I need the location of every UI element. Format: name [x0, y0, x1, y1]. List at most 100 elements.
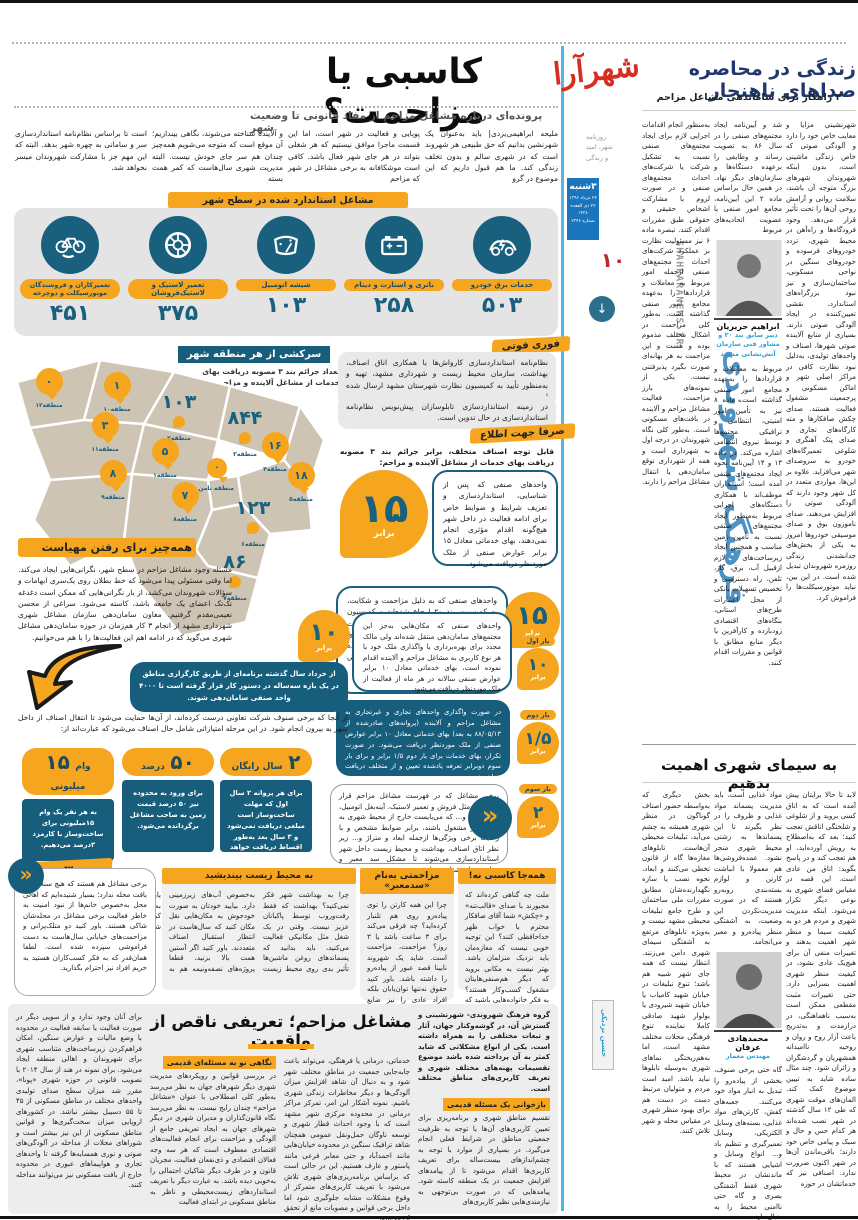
header-rule: [12, 42, 846, 44]
date-hijri: ۲۲ ذی القعده ۱۴۳۸: [570, 203, 596, 217]
bottom-lede: گروه فرهنگ شهروندی- شهرنشینی و گسترش آن،…: [418, 1011, 550, 1093]
district-pin: ۱۸ منطقه۵: [284, 462, 318, 503]
bottom-subhead-1: بازخوانی یک مسئله قدیمی: [443, 1098, 550, 1112]
pin-dot-icon: [239, 432, 251, 444]
down-arrow-button[interactable]: ↓: [589, 296, 615, 322]
article1-col-3: به‌منظور انجام اقدامات اجرایی لازم برای …: [642, 121, 710, 486]
district-value: ۰: [207, 458, 228, 483]
district-value: ۱۸: [287, 462, 315, 494]
penalty-badge: ۱۰ برابر: [298, 610, 350, 662]
job-count: ۳۷۵: [157, 301, 199, 326]
program-banner: از خرداد سال گذشته برنامه‌ای از طریق کار…: [130, 662, 348, 712]
opinion-text: چرا این همه کارتن را توی پیاده‌رو روی هم…: [360, 894, 454, 1014]
article2-col-1: لابد تا حالا برایتان پیش آمده است که به …: [786, 791, 856, 1188]
opinion-column: مزاحمتی به‌نام «سدمعبر» چرا این همه کارت…: [360, 868, 454, 1014]
quote-box: برخی مشاغل هم هستند که هیچ سنخیتی با باف…: [14, 868, 156, 996]
down-arrow-icon: ↓: [596, 301, 608, 317]
district-pin: ۱۲۳ منطقه۶: [236, 494, 271, 549]
opinion-title: به محیط زیست بیندیشید: [162, 868, 356, 884]
district-value: ۱۶: [261, 432, 289, 464]
photo-caption-role: دبیر سابق بند ۲۰ و مشاور فنی سازمان آتش‌…: [716, 330, 780, 359]
opinion-column: همه‌جا کاسبی نه! ملت چه گناهی کرده‌اند ک…: [458, 868, 556, 1036]
bottom-col-3: نگاهی نو به مسئله‌ای قدیمی در بررسی قوان…: [150, 1056, 276, 1208]
spine-divider: [561, 46, 564, 1211]
district-pin: ۳ منطقه۱۱: [88, 412, 122, 453]
article2-col-3: بخش دیگری که به‌واسطه حضور اصناف گوناگون…: [642, 791, 710, 1135]
times-value: ۲: [532, 803, 544, 824]
opinion-column: به محیط زیست بیندیشید چرا به بهداشت شهر …: [75, 868, 356, 990]
times-label: بار دوم: [520, 710, 556, 720]
tagline-line-2: شهر، امید: [586, 143, 613, 152]
standardization-note: برخی مشاغل که در فهرست مشاغل مزاحم قرار …: [330, 784, 508, 874]
district-label: منطقه۱۱: [91, 446, 119, 453]
opinion-title: مزاحمتی به‌نام «سدمعبر»: [360, 868, 454, 894]
district-value: ۱: [103, 372, 131, 404]
right-subtitle: ۳ راهکار برای ساماندهی مشاغل مزاحم: [656, 92, 842, 103]
article1-col2-bottom: مربوط به معاملات و قراردادها را به‌عهده …: [714, 364, 782, 667]
tagline-line-1: روزنامه: [586, 133, 607, 141]
banner-after-text: از آنجا که برخی صنوف شرکت تعاونی درست کر…: [18, 713, 348, 734]
article1-col-1: شهرنشینی مزایا و معایب خاص خود را دارد و…: [786, 121, 856, 602]
battery-icon: [365, 216, 423, 274]
transfer-rule-box: در صورت واگذاری واحدهای تجاری و غیرتجاری…: [336, 700, 510, 781]
penalty-unit: برابر: [373, 529, 395, 539]
job-label: خدمات برق خودرو: [452, 279, 552, 291]
benefit-value: ۲: [288, 750, 301, 774]
job-label: شیشه اتومبیل: [236, 279, 336, 291]
top-border: [0, 0, 858, 3]
byline-name: حسین نزدیکی: [600, 1008, 608, 1058]
car-electric-icon: [473, 216, 531, 274]
district-label: منطقه۱: [153, 472, 177, 479]
subtitle-rule: [14, 106, 558, 108]
district-pin: ۱۶ منطقه۴: [258, 432, 292, 473]
quote-box-text: برخی مشاغل هم هستند که هیچ سنخیتی با باف…: [23, 880, 147, 972]
district-label: منطقه۴: [263, 466, 287, 473]
headline-accent-bar: [248, 1044, 314, 1049]
penalty-value: ۱۵: [516, 601, 548, 631]
job-count: ۵۰۳: [481, 293, 523, 318]
district-pin: ۷ منطقه۸: [168, 482, 202, 523]
benefit-item: ۵۰ درصد برای ورود به محدوده نیز ۵۰ درصد …: [122, 748, 214, 852]
benefit-text: برای ورود به محدوده نیز ۵۰ درصد قیمت زمی…: [122, 780, 214, 852]
times-value: ۱/۵: [524, 729, 552, 750]
district-label: منطقه۶: [241, 541, 265, 548]
job-count: ۴۵۱: [49, 301, 91, 326]
bottom-col-2: خدماتی، درمانی یا فرهنگی، می‌تواند باعث …: [284, 1057, 410, 1220]
article2-col2-top: مواد غذایی است، باید مدیریت پسماند مواد …: [714, 791, 782, 946]
times-item: بار سوم ۲ برابر: [514, 776, 562, 838]
job-item: تعمیرکاران و فروشندگان موتورسیکلت و دوچر…: [20, 216, 120, 326]
penalty-text: واحدهای صنفی که پس از شناسایی، استاندارد…: [432, 470, 558, 568]
byline-tag: حسین نزدیکی: [592, 1000, 614, 1070]
penalty-text: واحدهای صنفی که مکان‌هایی به‌جز این مجتم…: [352, 612, 512, 693]
district-value: ۵: [151, 438, 179, 470]
job-label: باتری و استارت و دینام: [344, 279, 444, 291]
benefit-item: وام ۱۵ میلیونی به هر نفر یک وام ۱۵میلیون…: [22, 748, 114, 885]
job-label: تعمیر لاستیک و لاستیک‌فروشان: [128, 279, 228, 299]
district-value: ۳: [91, 412, 119, 444]
ready-title: همه‌چیز برای رفتن مهیاست: [18, 538, 196, 557]
pin-dot-icon: [247, 522, 259, 534]
times-label: بار سوم: [518, 784, 558, 794]
urgent-box-2: در زمینه استانداردسازی تابلوسازان پیش‌نو…: [338, 396, 556, 429]
intro-col-3: و آلاینده شناخته می‌شوند، نگاهی بیندازیم…: [152, 129, 283, 183]
penalty-value: ۱۰: [309, 618, 339, 646]
opinion-text: ملت چه گناهی کرده‌اند که مجبورند با صدای…: [458, 884, 556, 1036]
penalty-unit: برابر: [523, 629, 541, 637]
penalty-value: ۱۵: [359, 486, 409, 532]
pin-dot-icon: [173, 416, 185, 428]
bottom-border: [0, 1216, 858, 1219]
district-value: ۸: [99, 460, 127, 492]
intro-col-1: ملیحه ابراهیمی‌یزدی| باید به‌عنوان یک شه…: [425, 129, 558, 183]
article2-col2-bottom: گاه حتی برخی صنوف، بخشی از پیاده‌رو را ت…: [714, 1066, 782, 1220]
tire-icon: [149, 216, 207, 274]
district-pin: ۸ منطقه۹: [96, 460, 130, 501]
district-label: منطقه۷: [223, 595, 247, 602]
district-pin: ۰ منطقه ثامن: [198, 458, 234, 492]
benefit-item: ۲ سال رایگان برای هر پروانه ۲ سال اول که…: [220, 748, 312, 862]
district-label: منطقه ثامن: [198, 485, 234, 492]
times-item: بار اول ۱۰ برابر: [514, 628, 562, 690]
job-item: تعمیر لاستیک و لاستیک‌فروشان ۳۷۵: [128, 216, 228, 326]
bicycle-icon: [41, 216, 99, 274]
masthead-tagline: روزنامه شهر، امید و زندگی: [586, 132, 638, 163]
